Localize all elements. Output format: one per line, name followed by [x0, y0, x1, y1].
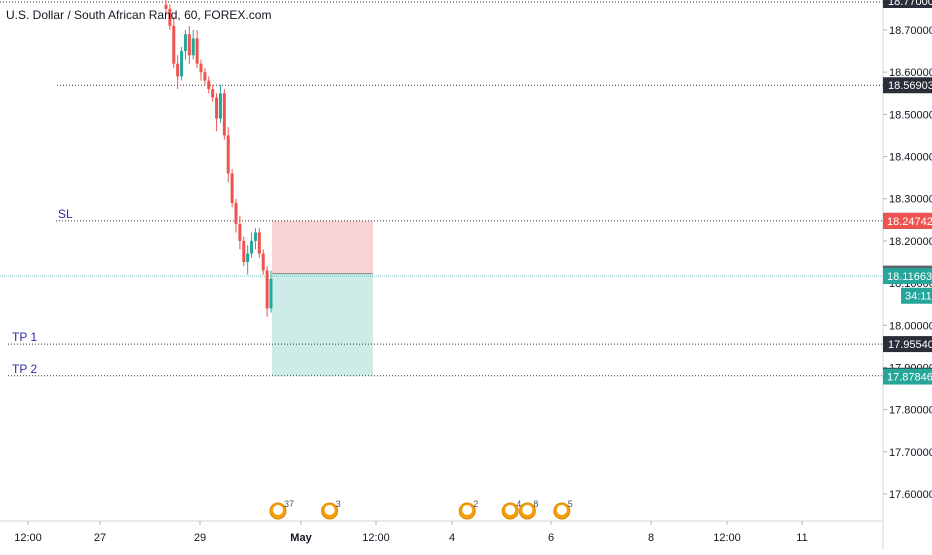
candle-body [250, 240, 254, 254]
candle-body [168, 8, 172, 26]
price-badge-text: 17.87846 [887, 372, 932, 384]
event-count: 4 [516, 499, 521, 509]
top-price-text: 18.77000 [888, 0, 932, 8]
x-tick-label: 12:00 [362, 532, 390, 544]
candle-body [242, 240, 246, 262]
stop-loss-zone [272, 220, 373, 274]
event-flag-inner [505, 505, 516, 515]
candle-body [218, 93, 222, 119]
candle-body [234, 202, 238, 225]
candle-body [265, 270, 269, 309]
level-badge [883, 77, 932, 94]
price-badge [883, 268, 932, 285]
event-flag-inner [273, 505, 283, 515]
event-count: 5 [568, 499, 573, 509]
y-tick-label: 18.60000 [889, 67, 932, 79]
y-tick-label: 17.70000 [889, 447, 932, 459]
level-badge-text: 18.56903 [888, 80, 932, 92]
candle-body [195, 38, 199, 64]
x-tick-label: 12:00 [14, 532, 42, 544]
y-tick-label: 18.20000 [889, 236, 932, 248]
event-count: 37 [284, 499, 294, 509]
event-flag-inner [324, 505, 335, 515]
price-badge-text: 18.11663 [887, 271, 932, 283]
candle-body [246, 253, 250, 262]
candle-body [180, 51, 184, 77]
event-count: 2 [473, 499, 478, 509]
candle-body [199, 63, 203, 73]
y-tick-label: 17.80000 [889, 405, 932, 417]
level-badge [883, 336, 932, 353]
x-tick-label: 11 [796, 532, 807, 544]
candle-body [230, 173, 234, 203]
candle-body [203, 72, 207, 81]
level-label: SL [58, 207, 73, 221]
top-price-badge [883, 0, 932, 8]
level-badge-text: 17.95540 [888, 339, 932, 351]
event-flag-inner [462, 505, 473, 515]
take-profit-zone [272, 273, 373, 376]
candle-body [269, 278, 273, 309]
x-tick-label: 6 [548, 532, 554, 544]
y-tick-label: 18.40000 [889, 152, 932, 164]
candle-body [191, 38, 195, 56]
x-tick-label: 8 [648, 532, 654, 544]
candle-body [183, 34, 187, 52]
candle-body [257, 232, 261, 254]
price-badge [883, 212, 932, 229]
y-tick-label: 18.70000 [889, 25, 932, 37]
y-tick-label: 17.60000 [889, 489, 932, 501]
price-badge-text: 18.24742 [887, 216, 932, 228]
candle-body [187, 34, 191, 56]
event-flag-inner [522, 505, 533, 515]
x-tick-label: 12:00 [713, 532, 741, 544]
price-badge-text: 34:11 [905, 291, 932, 303]
candle-body [207, 80, 211, 90]
level-label: TP 1 [12, 330, 37, 344]
x-tick-label: 4 [449, 532, 455, 544]
x-tick-label: 29 [194, 532, 206, 544]
candle-body [226, 135, 230, 174]
x-tick-label: May [290, 532, 312, 544]
event-count: 8 [533, 499, 538, 509]
candle-body [176, 63, 180, 77]
price-badge [901, 287, 932, 304]
candle-body [211, 89, 215, 98]
candle-body [238, 224, 242, 241]
event-count: 3 [336, 499, 341, 509]
candle-body [215, 97, 219, 119]
level-label: TP 2 [12, 362, 37, 376]
candle-body [253, 232, 257, 241]
x-tick-label: 27 [94, 532, 106, 544]
chart-title: U.S. Dollar / South African Rand, 60, FO… [6, 8, 272, 22]
candle-body [172, 25, 176, 64]
y-tick-label: 18.50000 [889, 109, 932, 121]
event-flag-inner [556, 505, 567, 515]
y-tick-label: 18.00000 [889, 320, 932, 332]
candle-body [164, 4, 168, 9]
price-badge [883, 368, 932, 385]
y-tick-label: 18.30000 [889, 194, 932, 206]
candle-body [261, 253, 265, 271]
candle-body [222, 93, 226, 136]
